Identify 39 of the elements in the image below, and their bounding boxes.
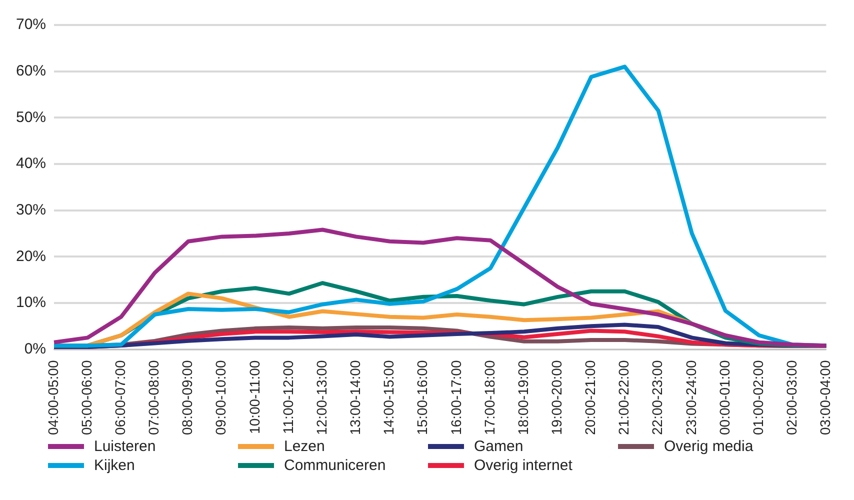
x-tick-label: 00:00-01:00 xyxy=(716,360,732,436)
y-tick-label: 20% xyxy=(16,248,46,265)
x-tick-label: 17:00-18:00 xyxy=(481,360,498,436)
x-tick-label: 19:00-20:00 xyxy=(548,360,564,436)
y-tick-label: 10% xyxy=(16,294,46,312)
y-tick-label: 40% xyxy=(16,155,46,172)
x-tick-label: 16:00-17:00 xyxy=(448,360,464,436)
x-tick-label: 07:00-08:00 xyxy=(146,360,162,436)
x-tick-label: 04:00-05:00 xyxy=(44,360,61,436)
legend-label: Luisteren xyxy=(94,438,156,455)
x-tick-label: 18:00-19:00 xyxy=(514,360,531,436)
y-tick-label: 30% xyxy=(16,201,46,218)
x-tick-label: 10:00-11:00 xyxy=(246,360,262,434)
x-tick-label: 22:00-23:00 xyxy=(649,360,666,436)
x-tick-label: 12:00-13:00 xyxy=(313,360,330,436)
x-tick-label: 11:00-12:00 xyxy=(280,360,296,434)
x-tick-label: 14:00-15:00 xyxy=(380,360,397,436)
x-tick-label: 05:00-06:00 xyxy=(78,360,94,436)
x-tick-label: 03:00-04:00 xyxy=(817,360,834,436)
y-tick-label: 0% xyxy=(24,340,46,358)
y-tick-label: 60% xyxy=(16,62,46,80)
x-tick-label: 21:00-22:00 xyxy=(616,360,632,436)
legend-label: Communiceren xyxy=(284,457,386,474)
x-tick-label: 09:00-10:00 xyxy=(212,360,229,436)
legend-label: Overig internet xyxy=(474,457,572,474)
y-tick-label: 50% xyxy=(16,108,46,126)
x-tick-label: 01:00-02:00 xyxy=(750,360,766,436)
x-tick-label: 08:00-09:00 xyxy=(179,360,196,436)
x-tick-label: 13:00-14:00 xyxy=(347,360,364,436)
x-tick-label: 02:00-03:00 xyxy=(783,360,800,436)
x-tick-label: 15:00-16:00 xyxy=(414,360,430,436)
y-tick-label: 70% xyxy=(16,16,46,34)
x-tick-label: 23:00-24:00 xyxy=(682,360,699,436)
legend-label: Lezen xyxy=(284,438,325,455)
legend-label: Gamen xyxy=(474,438,524,455)
x-tick-label: 06:00-07:00 xyxy=(112,360,128,436)
legend-label: Kijken xyxy=(94,457,135,474)
x-tick-label: 20:00-21:00 xyxy=(582,360,598,436)
legend-label: Overig media xyxy=(664,438,754,455)
